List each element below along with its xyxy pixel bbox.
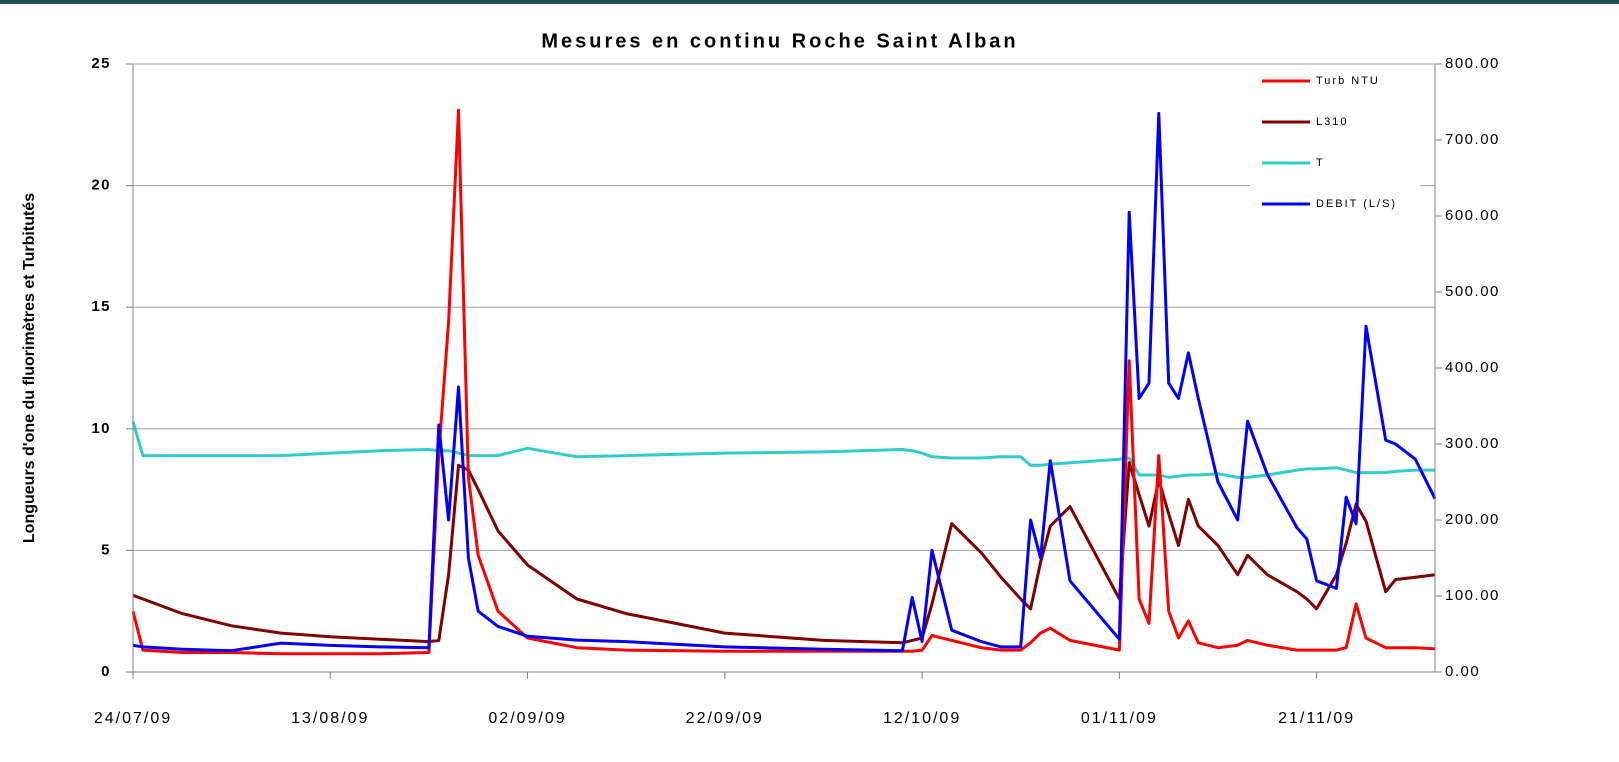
x-tick-label: 01/11/09 (1081, 710, 1158, 727)
y2-tick-label: 500.00 (1445, 283, 1500, 300)
x-tick-label: 24/07/09 (94, 710, 172, 727)
grid (133, 63, 1435, 551)
x-tick-label: 12/10/09 (883, 710, 961, 727)
y2-tick-label: 400.00 (1445, 359, 1500, 376)
legend-label: DEBIT (L/S) (1316, 198, 1397, 210)
y2-tick-label: 200.00 (1445, 511, 1500, 528)
legend-label: T (1316, 157, 1325, 169)
legend-label: Turb NTU (1316, 75, 1380, 87)
legend: Turb NTU L310 T DEBIT (L/S) (1250, 66, 1420, 231)
axes: 0 5 10 15 20 25 0.00 100.00 200.00 300.00 400.00 50… (91, 55, 1500, 727)
series-line (131, 421, 1435, 479)
y2-tick-label: 800.00 (1445, 55, 1500, 72)
lines (131, 108, 1437, 656)
series-line (132, 111, 1437, 653)
series-line (131, 108, 1436, 656)
y2-tick-label: 300.00 (1445, 435, 1500, 452)
y-tick-label: 5 (101, 541, 111, 558)
x-tick-label: 21/11/09 (1278, 710, 1355, 727)
y-tick-label: 20 (91, 177, 111, 194)
x-tick-label: 02/09/09 (488, 710, 566, 727)
legend-label: L310 (1316, 116, 1348, 128)
x-tick-label: 22/09/09 (686, 710, 764, 727)
y-tick-label: 15 (91, 298, 111, 315)
top-border (0, 0, 1619, 4)
x-tick-label: 13/08/09 (291, 710, 369, 727)
y-tick-label: 0 (101, 663, 111, 680)
y2-tick-label: 600.00 (1445, 207, 1500, 224)
y2-tick-label: 100.00 (1445, 587, 1500, 604)
y-tick-label: 10 (91, 420, 111, 437)
y-tick-label: 25 (91, 55, 111, 72)
y2-tick-label: 700.00 (1445, 131, 1500, 148)
series-line (132, 461, 1436, 645)
y-axis-label: Longueurs d'one du fluorimètres et Turbi… (21, 193, 38, 543)
y2-tick-label: 0.00 (1445, 663, 1480, 680)
chart-title: Mesures en continu Roche Saint Alban (541, 30, 1018, 52)
